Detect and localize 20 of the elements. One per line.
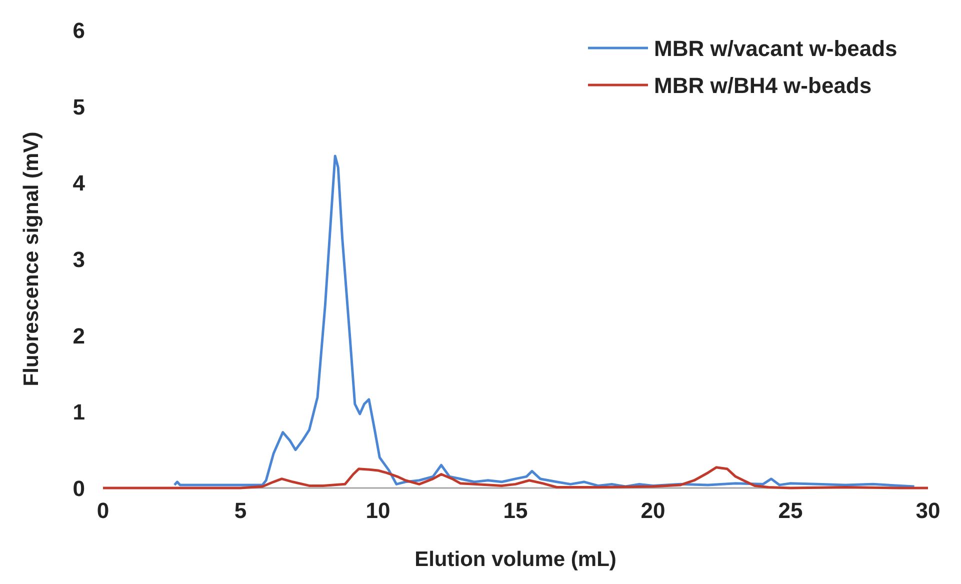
x-tick-label: 15	[503, 498, 528, 523]
x-tick-label: 25	[778, 498, 803, 523]
x-axis-title: Elution volume (mL)	[414, 548, 616, 571]
legend-label: MBR w/vacant w-beads	[654, 36, 898, 61]
x-tick-label: 20	[640, 498, 666, 523]
y-tick-label: 1	[72, 400, 85, 425]
y-tick-label: 3	[72, 247, 85, 272]
y-tick-label: 2	[72, 323, 85, 348]
y-tick-label: 0	[72, 476, 85, 501]
x-tick-label: 5	[234, 498, 247, 523]
line-series	[173, 154, 916, 488]
x-tick-label: 0	[96, 498, 110, 523]
line-series	[102, 466, 930, 490]
y-tick-label: 6	[72, 18, 85, 43]
y-axis-title: Fluorescence signal (mV)	[20, 132, 43, 386]
legend-label: MBR w/BH4 w-beads	[654, 73, 872, 98]
y-tick-label: 5	[72, 94, 85, 120]
y-tick-label: 4	[72, 170, 86, 196]
x-tick-label: 30	[916, 498, 940, 523]
x-tick-label: 10	[366, 498, 390, 523]
